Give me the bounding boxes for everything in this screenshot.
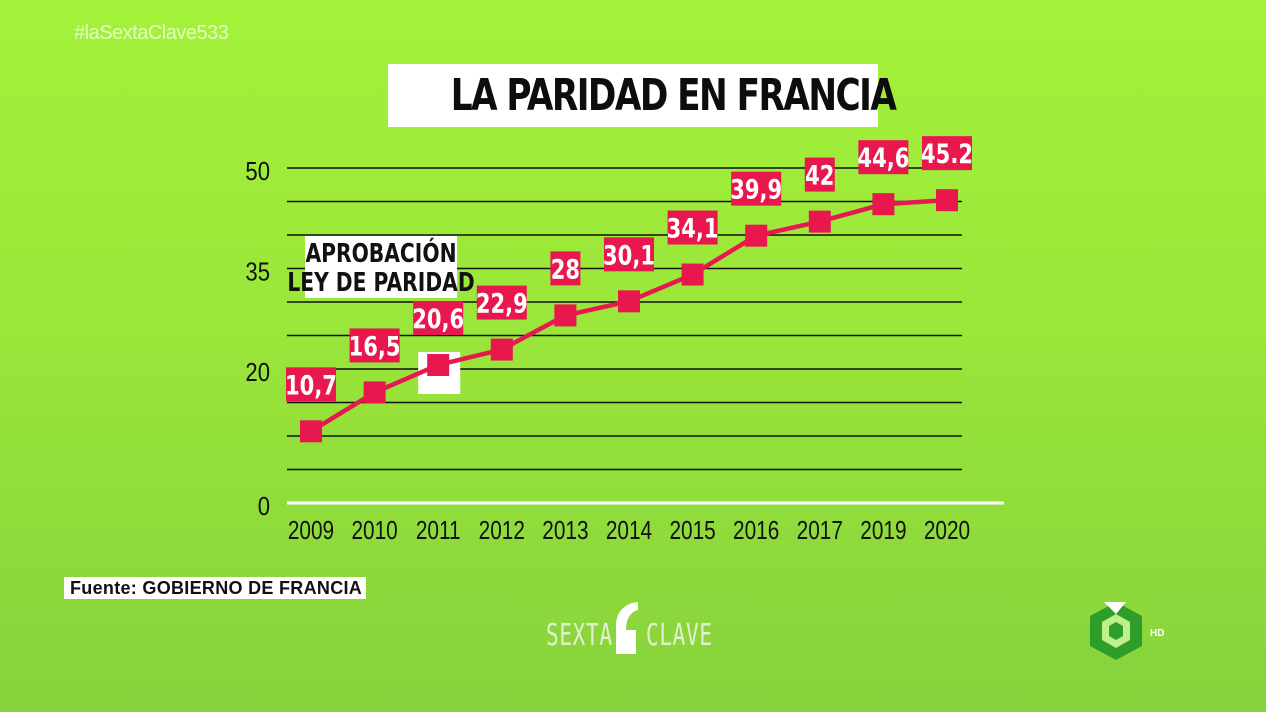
x-tick-label: 2011 bbox=[416, 516, 461, 545]
annotation-label-box bbox=[305, 236, 457, 298]
channel-logo-icon bbox=[1090, 602, 1142, 660]
brand-mark-icon bbox=[616, 602, 638, 654]
x-tick-label: 2012 bbox=[479, 516, 525, 545]
data-label: 28 bbox=[551, 254, 580, 285]
x-tick-label: 2013 bbox=[542, 516, 588, 545]
data-label-box bbox=[922, 136, 972, 171]
x-tick-label: 2009 bbox=[288, 516, 334, 545]
data-label: 16,5 bbox=[349, 331, 401, 362]
data-point bbox=[936, 189, 958, 212]
x-tick-label: 2010 bbox=[351, 516, 397, 545]
y-tick-label: 0 bbox=[258, 492, 270, 521]
data-label-box bbox=[413, 300, 464, 335]
y-tick-label: 35 bbox=[245, 258, 270, 287]
data-point bbox=[363, 381, 386, 404]
hd-badge: HD bbox=[1150, 628, 1165, 639]
y-tick-label: 20 bbox=[245, 358, 270, 387]
chart-title: LA PARIDAD EN FRANCIA bbox=[388, 64, 897, 127]
data-label-box bbox=[604, 237, 654, 272]
y-tick-label: 50 bbox=[245, 157, 270, 186]
data-point bbox=[300, 420, 322, 443]
data-label-box bbox=[349, 328, 400, 363]
data-point bbox=[554, 304, 577, 327]
source-caption: Fuente: GOBIERNO DE FRANCIA bbox=[64, 577, 367, 599]
annotation-text: LEY DE PARIDAD bbox=[287, 268, 474, 298]
data-label: 42 bbox=[805, 160, 834, 191]
x-tick-label: 2019 bbox=[860, 516, 906, 545]
data-label: 45.2 bbox=[921, 139, 973, 170]
data-label: 30,1 bbox=[603, 240, 655, 271]
x-tick-label: 2020 bbox=[924, 516, 970, 545]
annotation-text: APROBACIÓN bbox=[305, 237, 456, 268]
data-label-box bbox=[286, 367, 336, 402]
brand-right-text: CLAVE bbox=[646, 618, 713, 653]
data-label: 22,9 bbox=[476, 288, 528, 319]
data-point bbox=[618, 290, 640, 313]
data-label-box bbox=[667, 210, 718, 245]
hashtag: #laSextaClave533 bbox=[74, 22, 229, 44]
data-label: 34,1 bbox=[667, 213, 719, 244]
data-label: 39,9 bbox=[730, 174, 782, 205]
data-point bbox=[745, 224, 768, 247]
data-point bbox=[681, 263, 704, 286]
data-label: 10,7 bbox=[285, 370, 337, 401]
data-point bbox=[427, 353, 450, 376]
data-point bbox=[872, 193, 895, 216]
data-label: 20,6 bbox=[412, 303, 464, 334]
x-tick-label: 2014 bbox=[606, 516, 652, 545]
data-label-box bbox=[476, 285, 527, 320]
data-label: 44,6 bbox=[857, 143, 909, 174]
x-tick-label: 2015 bbox=[669, 516, 715, 545]
program-logo: SEXTA CLAVE bbox=[546, 600, 726, 658]
data-point bbox=[490, 338, 513, 361]
data-label-box bbox=[731, 171, 782, 206]
data-label-box bbox=[550, 251, 581, 286]
x-tick-label: 2016 bbox=[733, 516, 779, 545]
chart-title-text: LA PARIDAD EN FRANCIA bbox=[450, 70, 897, 121]
brand-left-text: SEXTA bbox=[546, 618, 613, 653]
data-label-box bbox=[858, 140, 909, 175]
data-point bbox=[808, 210, 831, 233]
x-tick-label: 2017 bbox=[797, 516, 843, 545]
data-label-box bbox=[804, 157, 835, 192]
